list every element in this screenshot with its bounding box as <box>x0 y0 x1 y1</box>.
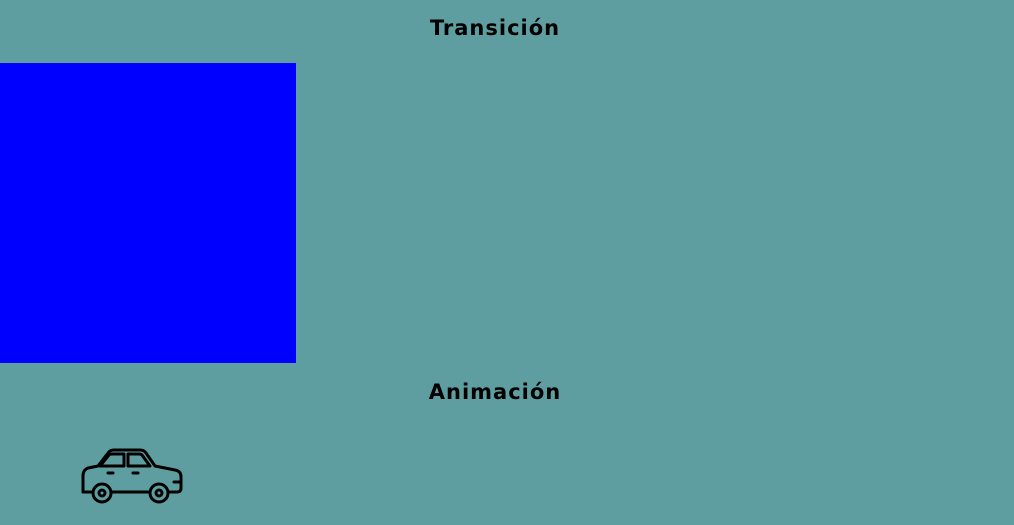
car-icon <box>80 446 183 504</box>
transition-title: Transición <box>429 16 561 40</box>
animation-title: Animación <box>428 380 562 404</box>
transition-box <box>0 63 296 363</box>
